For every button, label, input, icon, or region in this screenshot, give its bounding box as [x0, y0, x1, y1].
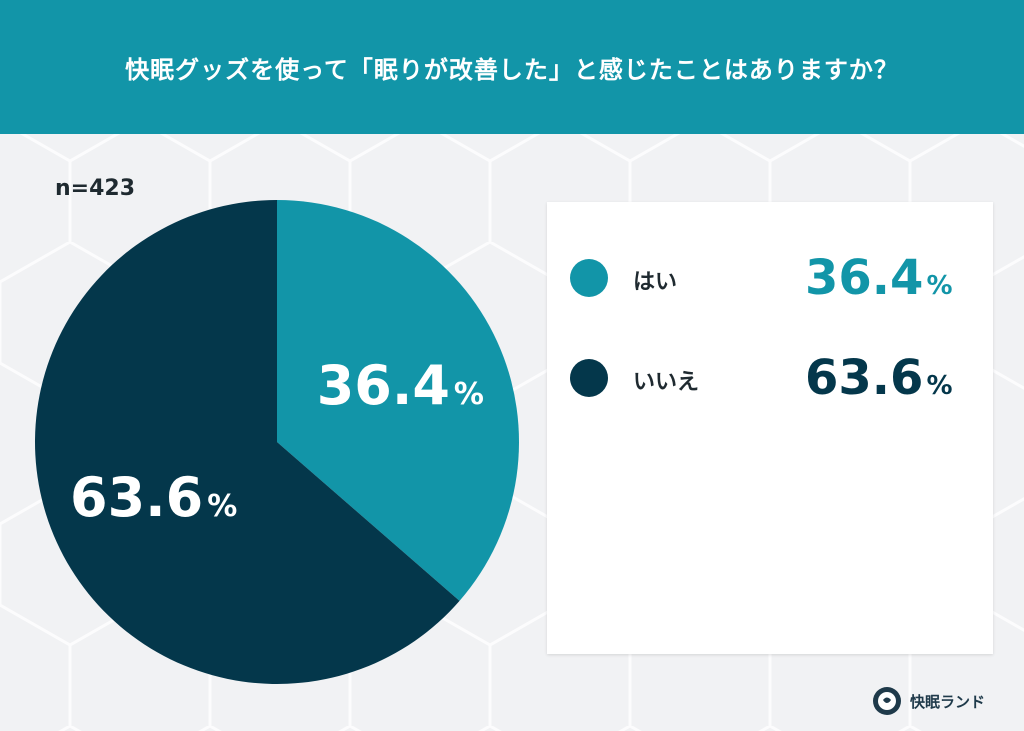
legend-value-0: 36.4%	[805, 250, 953, 306]
page-title: 快眠グッズを使って「眠りが改善した」と感じたことはありますか？	[125, 55, 899, 84]
legend-value-unit-0: %	[926, 271, 953, 301]
legend-swatch-1	[570, 359, 608, 397]
sample-size-label: n=423	[55, 176, 136, 201]
brand-name: 快眠ランド	[910, 692, 986, 711]
legend-label-0: はい	[633, 270, 678, 295]
pie-slice-1	[34, 200, 460, 684]
legend-label-1: いいえ	[633, 370, 700, 395]
kaimin-land-logo-icon	[873, 687, 901, 715]
legend-card: はい 36.4% いいえ 63.6%	[547, 202, 993, 654]
legend-value-number-0: 36.4	[805, 250, 924, 306]
title-banner: 快眠グッズを使って「眠りが改善した」と感じたことはありますか？	[0, 0, 1024, 134]
legend-swatch-0	[570, 259, 608, 297]
brand-footer: 快眠ランド	[872, 686, 985, 716]
pie-slice-0	[277, 200, 519, 601]
legend-item-0: はい 36.4%	[547, 242, 993, 312]
legend-value-number-1: 63.6	[805, 350, 924, 406]
pie-data-label-1: 63.6%	[70, 466, 237, 529]
legend-value-unit-1: %	[926, 371, 953, 401]
legend-value-1: 63.6%	[805, 350, 953, 406]
pie-data-label-0: 36.4%	[317, 354, 484, 417]
legend-item-1: いいえ 63.6%	[547, 342, 993, 412]
